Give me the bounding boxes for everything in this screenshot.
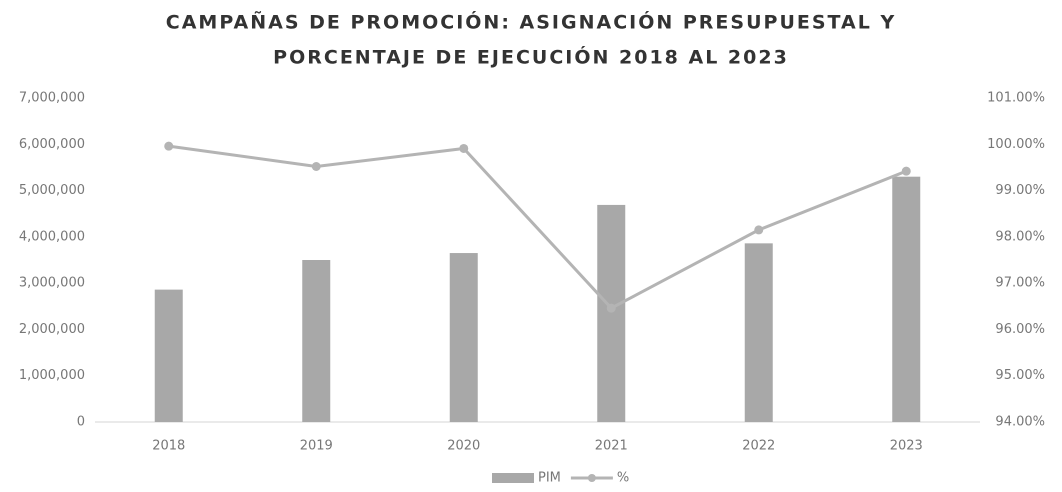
bar xyxy=(744,243,773,422)
legend-label: % xyxy=(617,471,629,486)
x-tick-label: 2020 xyxy=(447,439,480,454)
bar xyxy=(154,289,183,422)
y2-tick-label: 98.00% xyxy=(995,229,1045,244)
y2-tick-label: 101.00% xyxy=(987,91,1045,106)
y-tick-label: 6,000,000 xyxy=(19,137,85,152)
bar xyxy=(597,204,626,422)
legend-swatch xyxy=(587,474,596,482)
line-marker xyxy=(606,303,616,313)
y2-tick-label: 94.00% xyxy=(995,415,1045,430)
x-tick-label: 2019 xyxy=(300,439,333,454)
y-tick-label: 4,000,000 xyxy=(19,229,85,244)
line xyxy=(168,144,907,311)
line-marker xyxy=(459,143,469,153)
x-tick-label: 2022 xyxy=(742,439,775,454)
line-marker xyxy=(901,166,911,176)
legend-swatch xyxy=(492,473,534,483)
bar xyxy=(302,260,331,422)
line-marker xyxy=(754,225,764,235)
line-marker xyxy=(311,162,321,172)
y-tick-label: 5,000,000 xyxy=(19,183,85,198)
y-tick-label: 1,000,000 xyxy=(19,368,85,383)
y-tick-label: 0 xyxy=(77,415,85,430)
y-tick-label: 7,000,000 xyxy=(19,91,85,106)
y2-tick-label: 96.00% xyxy=(995,322,1045,337)
x-tick-label: 2018 xyxy=(152,439,185,454)
y2-tick-label: 95.00% xyxy=(995,368,1045,383)
bar xyxy=(892,176,921,422)
y2-tick-label: 99.00% xyxy=(995,183,1045,198)
y-tick-label: 2,000,000 xyxy=(19,322,85,337)
chart-title: CAMPAÑAS DE PROMOCIÓN: ASIGNACIÓN PRESUP… xyxy=(166,10,896,34)
bar xyxy=(449,253,478,422)
x-tick-label: 2021 xyxy=(595,439,628,454)
y2-tick-label: 100.00% xyxy=(987,137,1045,152)
legend-label: PIM xyxy=(538,471,561,486)
x-tick-label: 2023 xyxy=(890,439,923,454)
y-tick-label: 3,000,000 xyxy=(19,276,85,291)
y2-tick-label: 97.00% xyxy=(995,276,1045,291)
line-marker xyxy=(164,141,174,151)
chart-title: PORCENTAJE DE EJECUCIÓN 2018 AL 2023 xyxy=(273,45,789,69)
